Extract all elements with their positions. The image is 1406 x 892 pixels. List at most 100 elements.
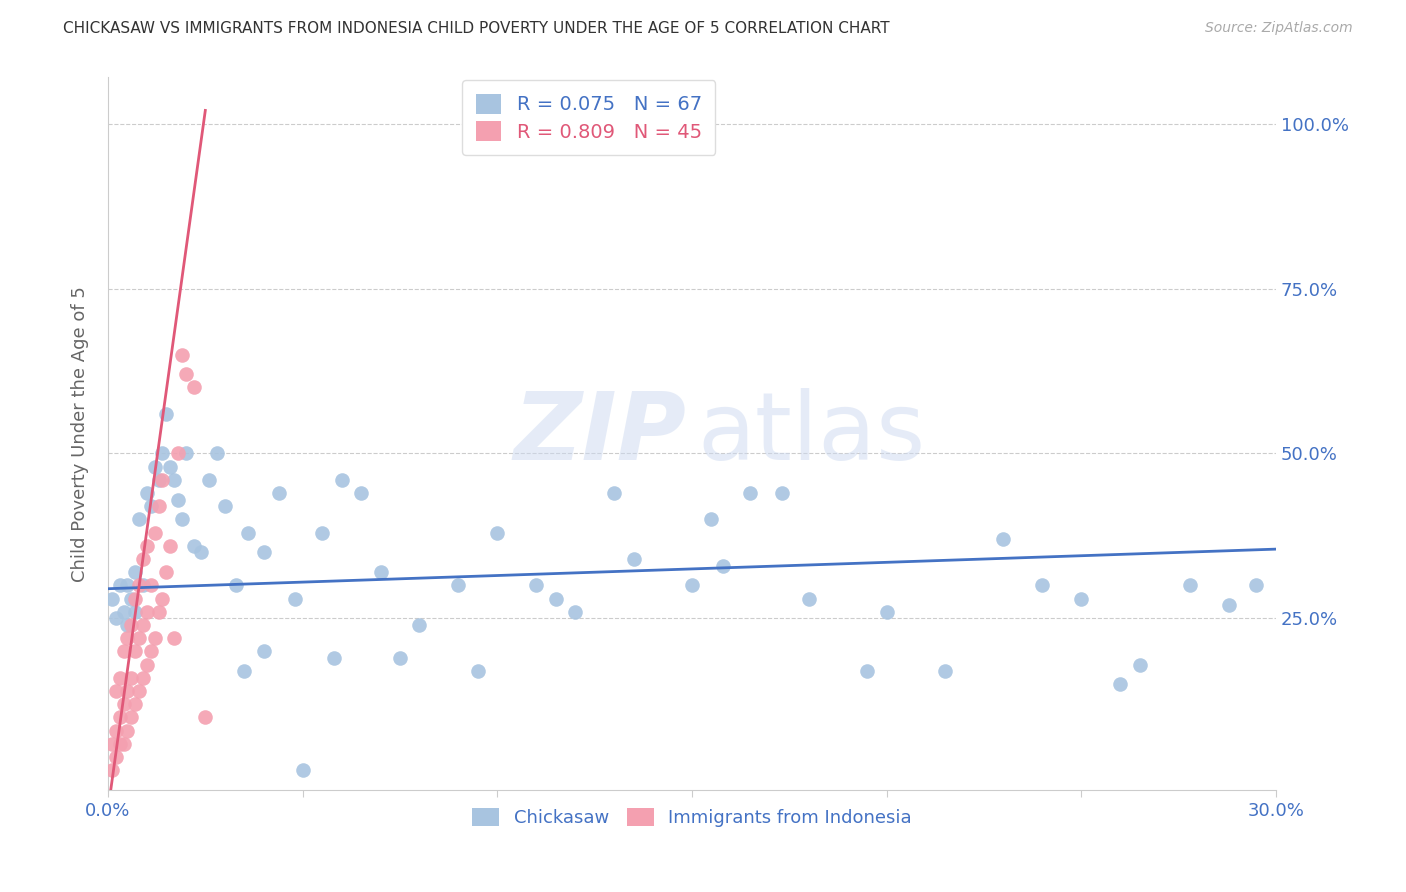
Point — [128, 631, 150, 645]
Point — [190, 545, 212, 559]
Point — [1218, 598, 1240, 612]
Point — [135, 486, 157, 500]
Point — [148, 500, 170, 514]
Point — [124, 591, 146, 606]
Point — [284, 591, 307, 606]
Point — [132, 671, 155, 685]
Point — [152, 446, 174, 460]
Point — [143, 525, 166, 540]
Point — [291, 763, 314, 777]
Point — [163, 473, 186, 487]
Point — [120, 618, 142, 632]
Point — [132, 578, 155, 592]
Point — [170, 512, 193, 526]
Point — [112, 737, 135, 751]
Point — [120, 591, 142, 606]
Point — [143, 459, 166, 474]
Point — [108, 737, 131, 751]
Point — [330, 473, 353, 487]
Point — [101, 763, 124, 777]
Point — [524, 578, 547, 592]
Legend: Chickasaw, Immigrants from Indonesia: Chickasaw, Immigrants from Indonesia — [465, 800, 920, 834]
Point — [132, 618, 155, 632]
Point — [159, 539, 181, 553]
Point — [856, 664, 879, 678]
Point — [253, 545, 276, 559]
Point — [269, 486, 291, 500]
Point — [117, 631, 139, 645]
Point — [104, 611, 127, 625]
Point — [139, 500, 162, 514]
Point — [623, 552, 645, 566]
Point — [486, 525, 509, 540]
Point — [711, 558, 734, 573]
Point — [993, 533, 1015, 547]
Point — [174, 368, 197, 382]
Point — [214, 500, 236, 514]
Point — [167, 446, 190, 460]
Point — [139, 578, 162, 592]
Point — [112, 644, 135, 658]
Point — [152, 591, 174, 606]
Point — [112, 697, 135, 711]
Point — [135, 539, 157, 553]
Point — [112, 605, 135, 619]
Point — [128, 512, 150, 526]
Text: Source: ZipAtlas.com: Source: ZipAtlas.com — [1205, 21, 1353, 36]
Point — [198, 473, 221, 487]
Point — [104, 684, 127, 698]
Point — [876, 605, 898, 619]
Point — [124, 565, 146, 579]
Point — [128, 578, 150, 592]
Point — [108, 710, 131, 724]
Point — [120, 671, 142, 685]
Point — [163, 631, 186, 645]
Point — [183, 539, 205, 553]
Point — [370, 565, 392, 579]
Point — [447, 578, 470, 592]
Point — [124, 697, 146, 711]
Point — [225, 578, 247, 592]
Point — [117, 684, 139, 698]
Point — [322, 651, 344, 665]
Point — [174, 446, 197, 460]
Point — [564, 605, 586, 619]
Point — [152, 473, 174, 487]
Point — [253, 644, 276, 658]
Point — [104, 750, 127, 764]
Point — [388, 651, 411, 665]
Point — [139, 644, 162, 658]
Point — [467, 664, 489, 678]
Point — [117, 618, 139, 632]
Point — [148, 605, 170, 619]
Point — [544, 591, 567, 606]
Point — [770, 486, 793, 500]
Point — [350, 486, 373, 500]
Point — [108, 671, 131, 685]
Point — [1109, 677, 1132, 691]
Point — [1180, 578, 1202, 592]
Point — [233, 664, 256, 678]
Point — [797, 591, 820, 606]
Point — [101, 591, 124, 606]
Y-axis label: Child Poverty Under the Age of 5: Child Poverty Under the Age of 5 — [72, 285, 89, 582]
Point — [132, 552, 155, 566]
Point — [124, 644, 146, 658]
Point — [143, 631, 166, 645]
Point — [148, 473, 170, 487]
Point — [135, 657, 157, 672]
Point — [155, 565, 177, 579]
Point — [135, 605, 157, 619]
Point — [236, 525, 259, 540]
Point — [194, 710, 217, 724]
Point — [167, 492, 190, 507]
Text: atlas: atlas — [697, 388, 927, 480]
Point — [159, 459, 181, 474]
Point — [170, 347, 193, 361]
Point — [205, 446, 228, 460]
Point — [311, 525, 333, 540]
Point — [183, 380, 205, 394]
Point — [120, 710, 142, 724]
Text: ZIP: ZIP — [513, 388, 686, 480]
Point — [108, 578, 131, 592]
